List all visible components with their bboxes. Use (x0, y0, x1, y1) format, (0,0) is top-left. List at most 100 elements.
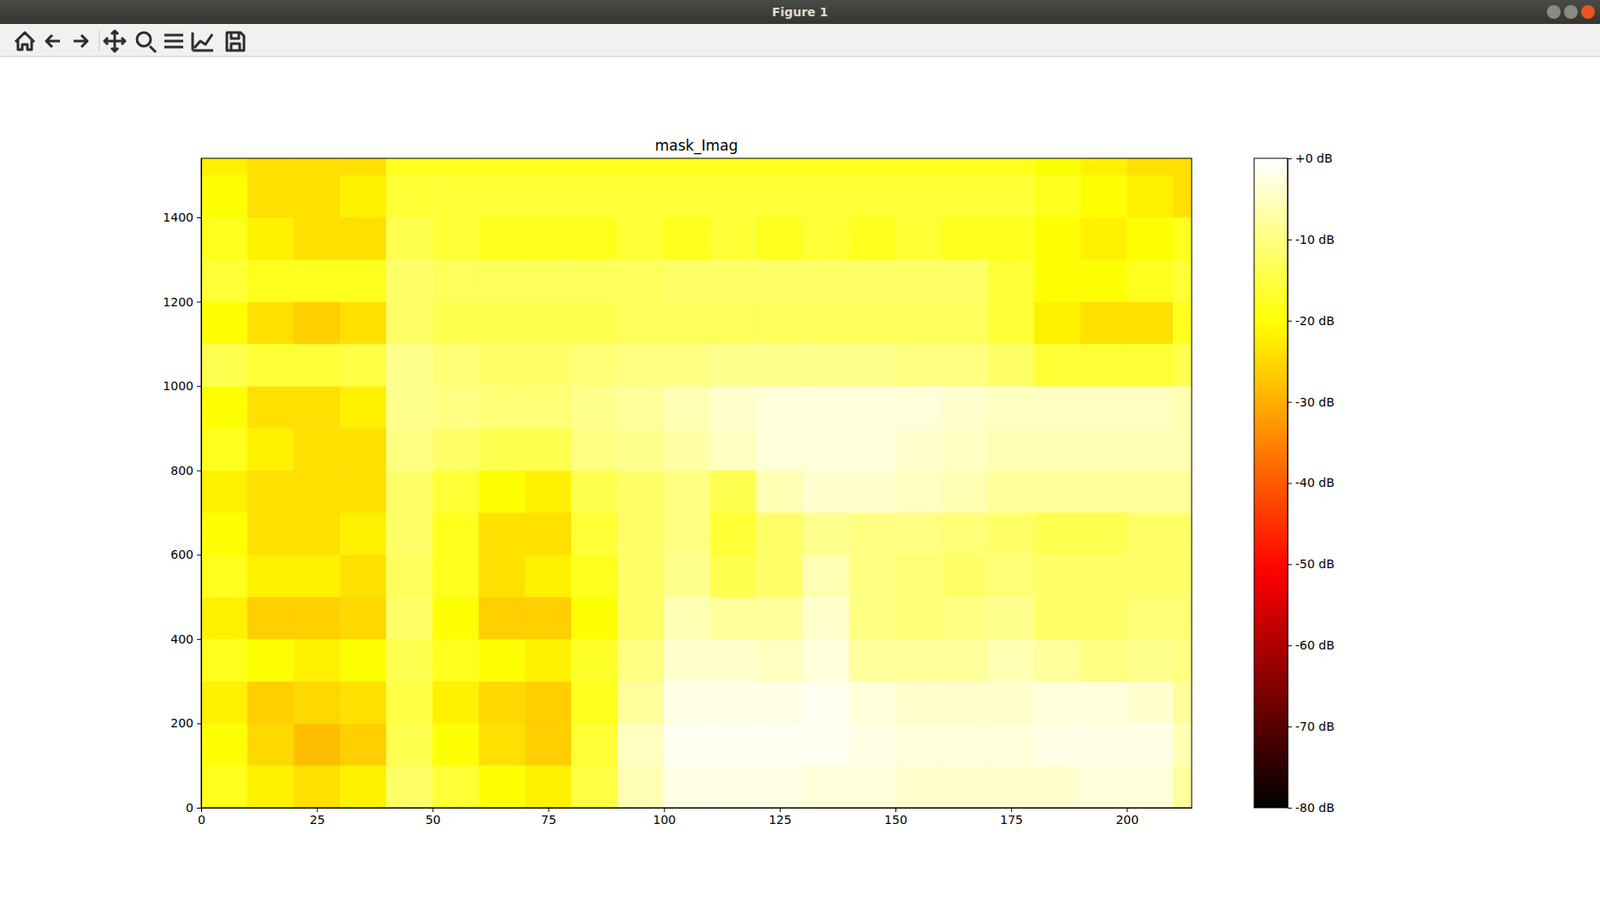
heatmap-cell (1126, 512, 1173, 555)
heatmap-cell (1080, 175, 1127, 218)
tick-mark (1287, 564, 1292, 566)
heatmap-cell (710, 428, 757, 470)
heatmap-cell (941, 681, 988, 724)
heatmap-cell (941, 723, 988, 766)
heatmap-cell (987, 217, 1035, 260)
heatmap-cell (339, 639, 387, 682)
heatmap-cell (293, 723, 340, 766)
toolbar-edit-axes[interactable] (192, 32, 214, 51)
heatmap-cell (1080, 158, 1127, 176)
heatmap-cell (895, 597, 942, 640)
tick: 0 (185, 801, 202, 815)
tick-mark (1287, 645, 1292, 647)
heatmap-cell (1172, 597, 1192, 640)
heatmap-cell (756, 217, 803, 260)
heatmap-cell (756, 470, 803, 513)
tick: -40 dB (1287, 475, 1335, 490)
heatmap-cell (941, 259, 988, 302)
heatmap-cell (339, 175, 387, 218)
heatmap-cell (201, 554, 248, 597)
toolbar-forward[interactable] (73, 35, 88, 48)
heatmap-cell (941, 639, 988, 682)
heatmap-cell (432, 639, 479, 682)
tick-mark (1011, 808, 1012, 813)
close-button[interactable] (1581, 5, 1595, 19)
toolbar-zoom[interactable] (149, 46, 156, 53)
tick-mark (1126, 808, 1128, 813)
heatmap-cell (293, 597, 340, 640)
heatmap-cell (1080, 639, 1127, 682)
toolbar-save[interactable] (226, 32, 244, 51)
heatmap-cell (524, 175, 572, 218)
heatmap-cell (710, 217, 757, 260)
tick: -60 dB (1287, 638, 1335, 653)
tick-label: 1400 (162, 210, 194, 225)
heatmap-cell (571, 470, 619, 513)
heatmap-cell (1126, 428, 1173, 470)
toolbar-zoom-lens[interactable] (136, 32, 151, 47)
heatmap-cell (987, 639, 1035, 682)
heatmap-cell (1080, 470, 1127, 513)
heatmap-cell (664, 597, 711, 640)
tick-label: 75 (541, 813, 557, 827)
heatmap-cell (247, 386, 294, 429)
maximize-button[interactable] (1564, 5, 1578, 19)
tick-mark (664, 808, 666, 813)
heatmap-cell (339, 344, 387, 387)
heatmap-cell (987, 344, 1035, 387)
heatmap-cell (386, 512, 433, 555)
heatmap-cell (1034, 175, 1081, 218)
heatmap-cell (1126, 681, 1173, 724)
tick-label: 1200 (162, 295, 194, 310)
tick-label: 0 (197, 813, 206, 827)
heatmap-cell (524, 217, 572, 260)
heatmap-cell (1034, 639, 1081, 682)
heatmap-cell (802, 723, 850, 766)
heatmap-cell (1172, 158, 1192, 176)
heatmap-cell (849, 597, 896, 640)
heatmap-cell (201, 512, 248, 555)
heatmap-cell (802, 175, 850, 218)
window-title: Figure 1 (772, 5, 828, 19)
heatmap-cell (895, 428, 942, 470)
heatmap-cell (1080, 723, 1127, 766)
heatmap-cell (571, 723, 619, 766)
axis-line (201, 159, 203, 809)
minimize-button[interactable] (1546, 5, 1561, 19)
heatmap-cell (293, 428, 340, 470)
axis: 0200400600800100012001400 (162, 159, 202, 815)
tick: 400 (170, 632, 202, 647)
heatmap-cell (802, 428, 850, 470)
heatmap-cell (895, 723, 942, 766)
tick-mark (201, 808, 203, 813)
heatmap-cell (895, 639, 942, 682)
heatmap-cell (1126, 723, 1173, 766)
heatmap-cell (1172, 723, 1192, 766)
heatmap-cell (849, 158, 896, 176)
heatmap-cell (524, 470, 572, 513)
heatmap-cell (524, 386, 572, 429)
heatmap-cell (618, 217, 665, 260)
heatmap-cell (1126, 217, 1173, 260)
heatmap-cell (895, 217, 942, 260)
heatmap-cell (664, 554, 711, 597)
tick-mark (1287, 158, 1292, 160)
heatmap-cell (201, 175, 248, 218)
tick-mark (1287, 483, 1292, 485)
tick: 600 (170, 547, 202, 562)
heatmap-cell (247, 597, 294, 640)
heatmap-cell (1172, 512, 1192, 555)
heatmap-cell (987, 470, 1035, 513)
heatmap-cell (664, 259, 711, 302)
toolbar-pan[interactable] (104, 30, 125, 52)
heatmap-cell (247, 766, 294, 809)
heatmap-cell (478, 554, 525, 597)
heatmap-cell (478, 175, 525, 218)
toolbar-home[interactable] (15, 32, 35, 50)
heatmap-cell (710, 386, 757, 429)
heatmap-cell (941, 470, 988, 513)
toolbar-back[interactable] (46, 35, 60, 48)
toolbar-configure[interactable] (164, 35, 184, 48)
toolbar-border (0, 56, 1600, 58)
heatmap-cell (247, 158, 294, 176)
